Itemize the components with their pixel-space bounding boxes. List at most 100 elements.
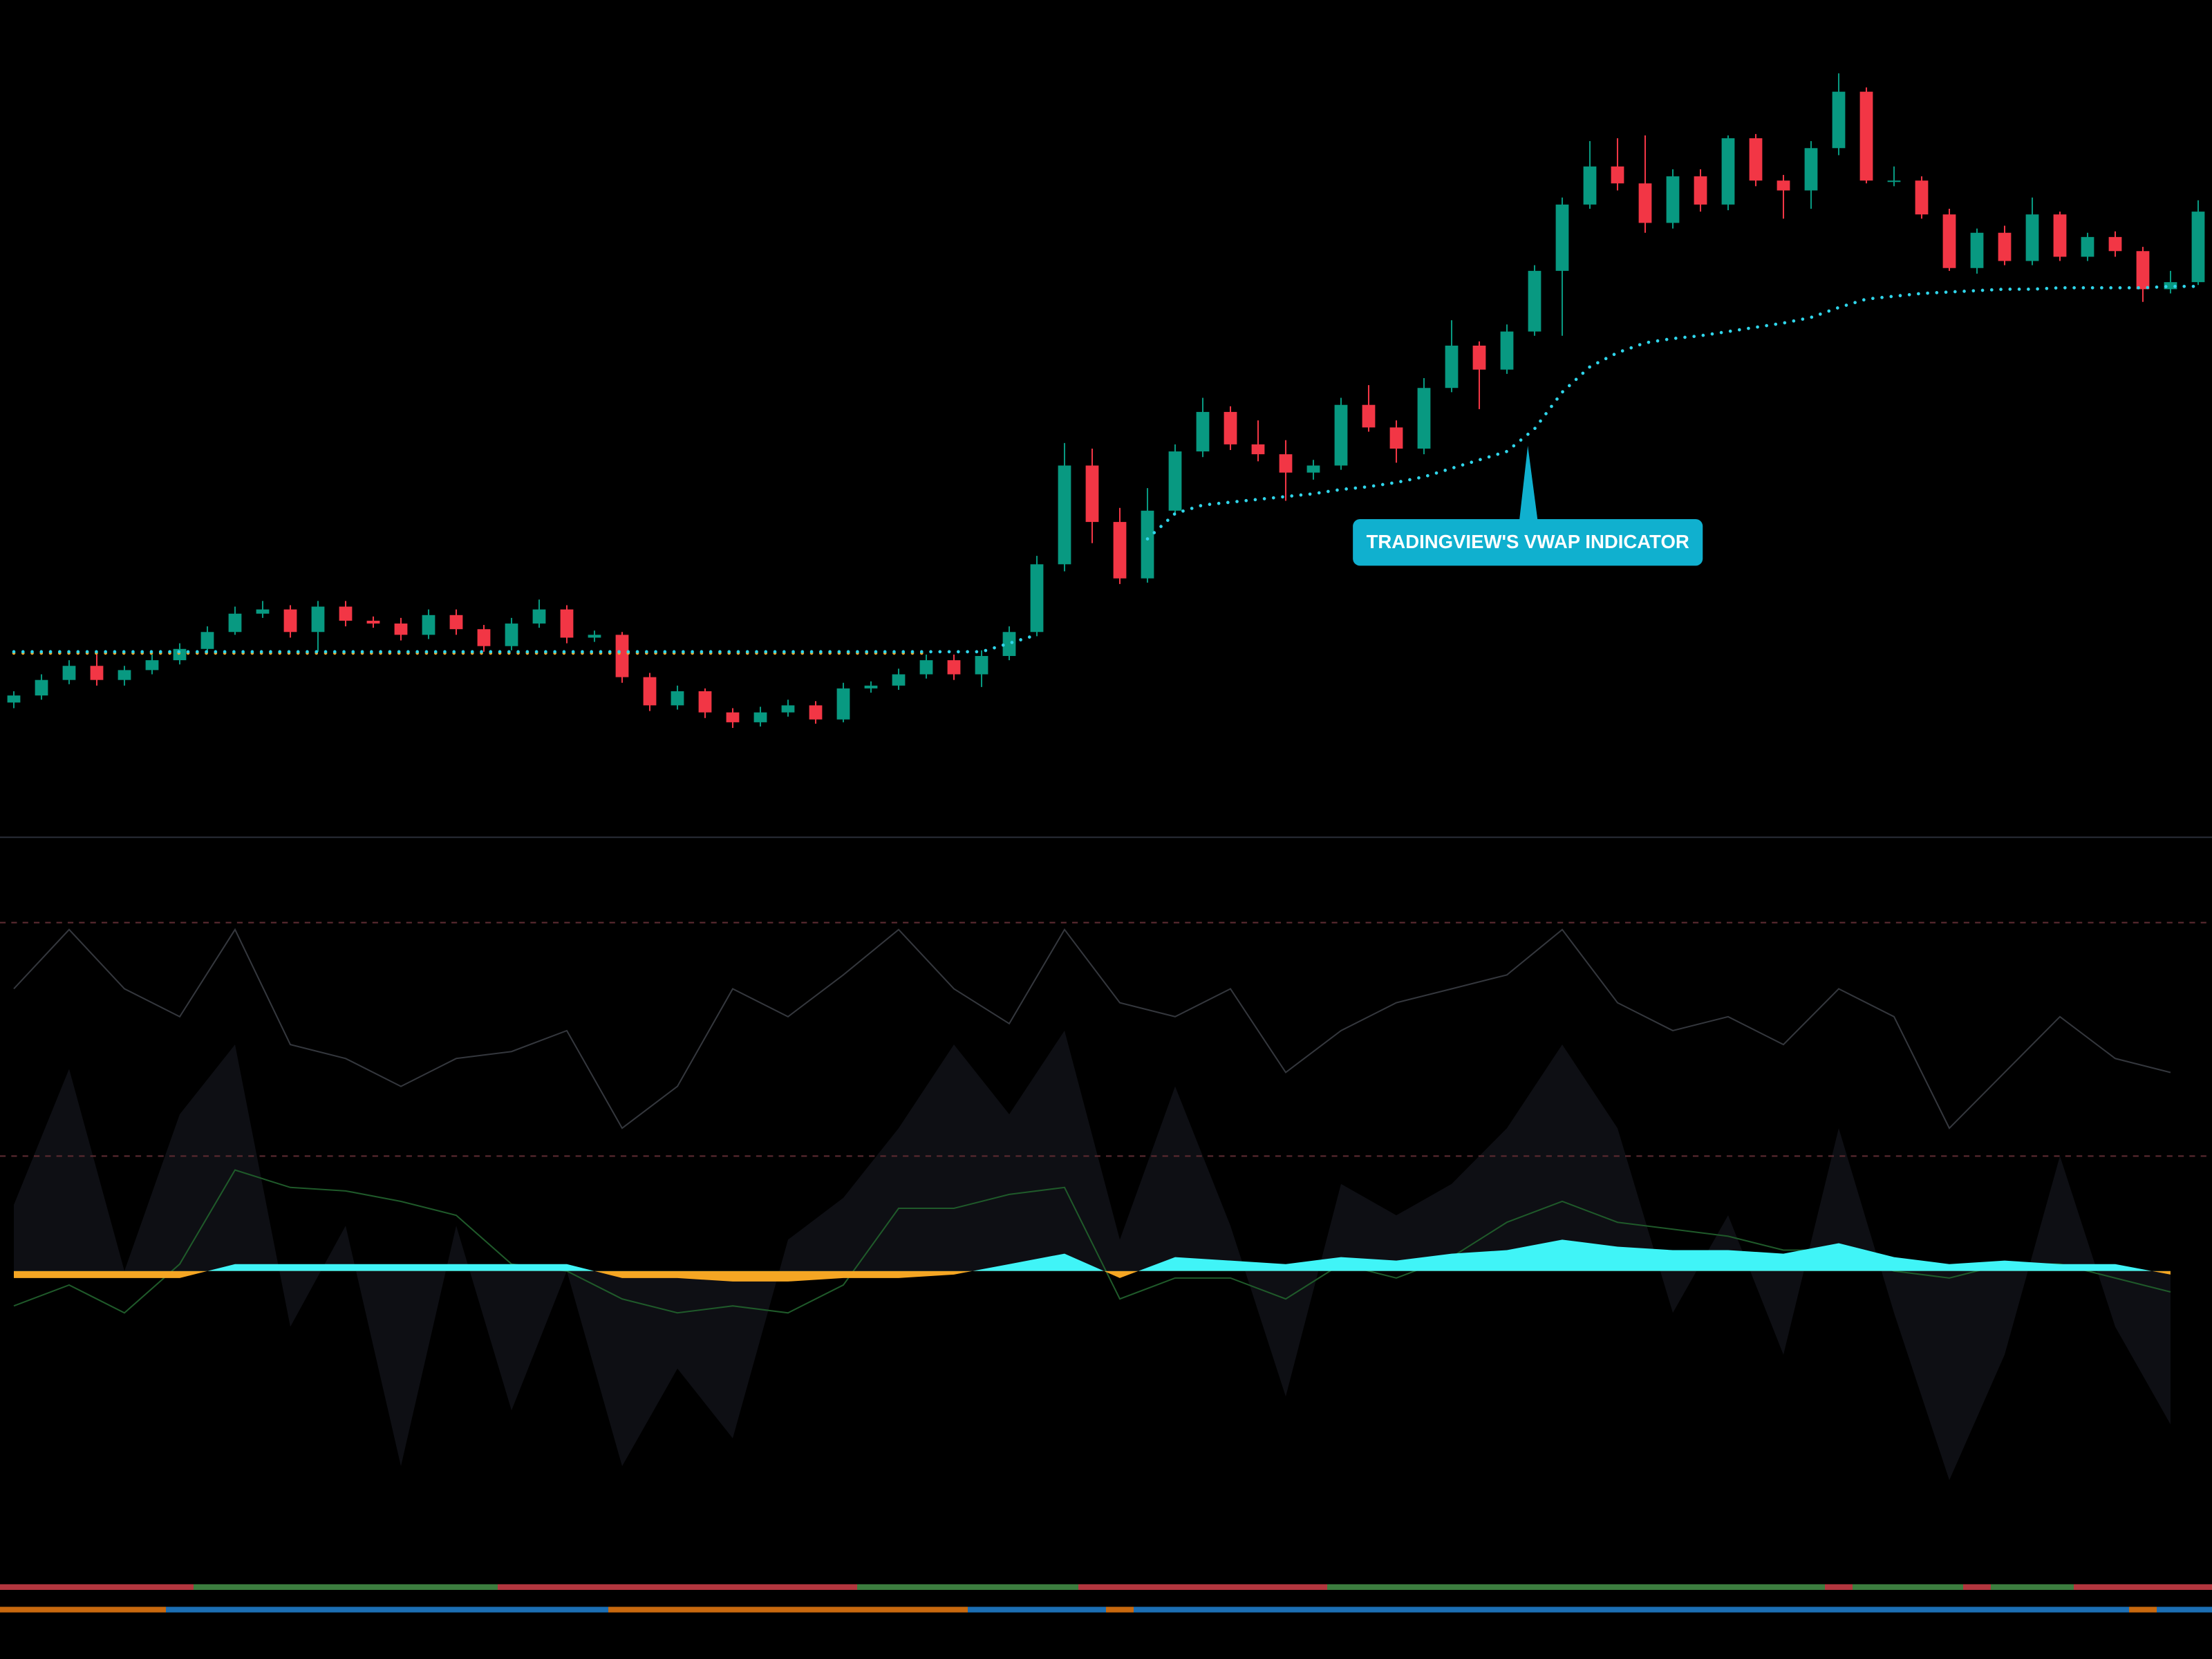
candle-body (698, 691, 712, 713)
candle-body (864, 685, 878, 688)
state-segment (1991, 1584, 2074, 1590)
candle-body (449, 615, 463, 630)
candle-body (173, 648, 187, 661)
state-segment (968, 1606, 1106, 1613)
candle-body (2053, 214, 2067, 257)
candle-body (809, 705, 823, 720)
candle-body (1804, 148, 1818, 191)
candle-body (1002, 632, 1016, 656)
candle-body (615, 635, 629, 677)
candle-body (339, 606, 353, 621)
candle-body (1113, 522, 1127, 579)
candle-body (1362, 404, 1376, 428)
candle-body (1058, 465, 1071, 565)
candle-body (1583, 166, 1597, 205)
candle-body (1721, 138, 1735, 205)
candle-body (35, 679, 48, 696)
state-segment (498, 1584, 857, 1590)
candle-body (62, 666, 76, 680)
candle-body (892, 674, 906, 686)
candle-body (1998, 232, 2012, 261)
state-segment (1134, 1606, 2129, 1613)
candle-body (1472, 346, 1486, 370)
candle-body (1611, 166, 1624, 184)
state-segment (1078, 1584, 1328, 1590)
candle-body (2136, 251, 2150, 290)
candle-body (1085, 465, 1099, 523)
candle-body (836, 688, 850, 720)
state-segment (1963, 1584, 1991, 1590)
state-segment (1825, 1584, 1853, 1590)
candle-body (228, 613, 242, 632)
state-segment (0, 1584, 194, 1590)
state-segment (0, 1606, 166, 1613)
candle-body (726, 712, 740, 722)
candle-body (1279, 454, 1293, 473)
candle-body (975, 655, 988, 675)
state-segment (1327, 1584, 1825, 1590)
state-segment (608, 1606, 968, 1613)
candle-body (366, 620, 380, 624)
candle-body (1528, 270, 1541, 332)
candle-body (1915, 180, 1929, 215)
annotation-box (1353, 519, 1703, 566)
candle-body (2191, 212, 2205, 283)
candle-body (283, 609, 297, 632)
candle-body (947, 660, 961, 675)
candle-body (1168, 451, 1182, 511)
candle-body (1417, 388, 1431, 449)
annotation: TRADINGVIEW'S VWAP INDICATOR (1353, 445, 1703, 566)
state-segment (166, 1606, 608, 1613)
candle-body (532, 609, 546, 624)
candle-body (1445, 346, 1459, 388)
candle-body (1306, 465, 1320, 473)
candle-body (2081, 236, 2094, 257)
candle-body (118, 670, 131, 680)
candle-body (1638, 183, 1652, 223)
candle-body (311, 606, 325, 632)
state-segment (857, 1584, 1078, 1590)
candle-body (256, 609, 270, 614)
state-segment (2074, 1584, 2212, 1590)
candle-body (1749, 138, 1763, 181)
annotation-text: TRADINGVIEW'S VWAP INDICATOR (1367, 531, 1689, 552)
candle-body (753, 712, 767, 722)
state-segment (1853, 1584, 1963, 1590)
annotation-pointer (1519, 445, 1538, 521)
candle-body (781, 705, 795, 713)
candle-body (1141, 510, 1154, 579)
state-segment (2157, 1606, 2212, 1613)
histogram-positive (14, 1239, 2171, 1271)
oscillator-area (14, 1030, 2171, 1481)
candle-body (1500, 331, 1514, 370)
candle-body (477, 629, 491, 646)
vwap-line (12, 284, 2200, 654)
candle-body (1887, 180, 1901, 182)
candle-body (1334, 404, 1348, 466)
candle-body (1859, 91, 1873, 181)
candle-body (505, 624, 518, 646)
candle-body (671, 691, 684, 706)
state-segment (194, 1584, 498, 1590)
candle-body (1555, 204, 1569, 271)
candle-body (1970, 232, 1984, 268)
candle-body (1666, 176, 1680, 223)
oscillator-line (13, 928, 2171, 1130)
candle-body (2025, 214, 2039, 261)
candle-body (1251, 444, 1265, 455)
candle-body (145, 660, 159, 671)
candle-body (560, 609, 574, 638)
candle-body (588, 635, 601, 638)
candle-body (200, 632, 214, 649)
candle-body (1942, 214, 1956, 268)
candle-body (2108, 236, 2122, 252)
candle-body (1694, 176, 1707, 205)
candle-body (394, 624, 408, 635)
candle-body (1030, 564, 1044, 632)
candle-body (2164, 282, 2177, 290)
candle-body (1196, 411, 1210, 452)
candle-body (7, 695, 21, 703)
